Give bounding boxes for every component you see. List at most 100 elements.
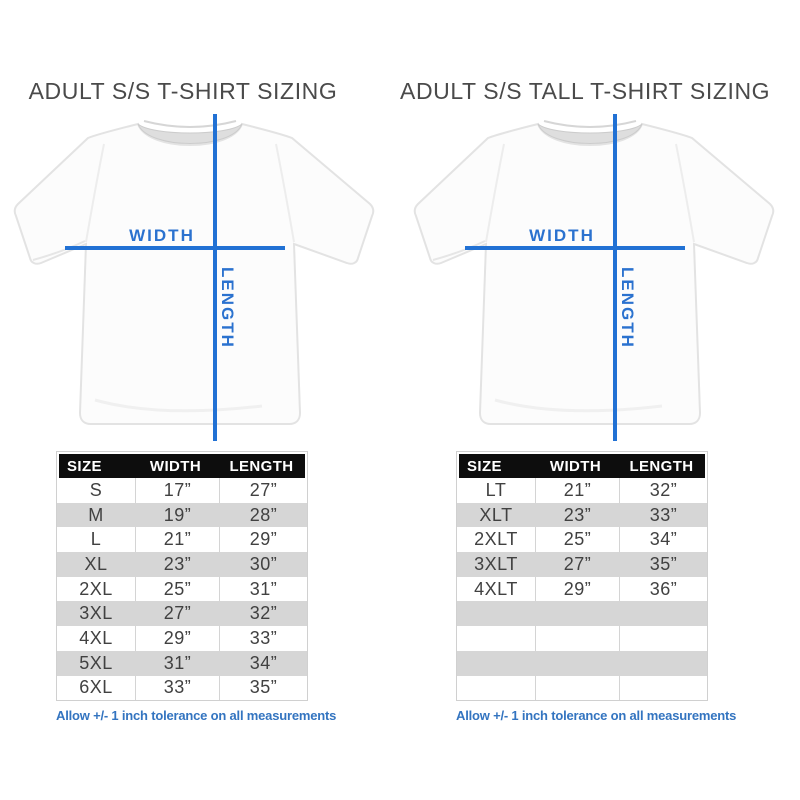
table-cell bbox=[620, 601, 707, 626]
table-cell: 35” bbox=[249, 677, 278, 698]
table-cell: 21” bbox=[535, 478, 620, 503]
table-cell bbox=[457, 601, 535, 626]
column-header-length: LENGTH bbox=[229, 457, 294, 475]
table-cell bbox=[457, 651, 535, 676]
table-header-row: SIZE WIDTH LENGTH bbox=[59, 454, 305, 478]
table-cell bbox=[620, 676, 707, 701]
page-title: ADULT S/S TALL T-SHIRT SIZING bbox=[400, 78, 771, 104]
hem-crease bbox=[94, 398, 263, 413]
column-header-size: SIZE bbox=[467, 457, 502, 475]
table-cell: 30” bbox=[249, 553, 278, 574]
table-cell: XLT bbox=[479, 504, 513, 525]
right-sleeve-seam bbox=[275, 143, 295, 243]
table-row: L 21” 29” bbox=[57, 527, 307, 553]
panel-adult-regular: ADULT S/S T-SHIRT SIZING WIDTH LENGTH SI… bbox=[13, 78, 375, 723]
table-row bbox=[457, 650, 707, 676]
table-cell: 29” bbox=[535, 576, 620, 602]
table-row: 2XLT 25” 34” bbox=[457, 527, 707, 553]
table-cell: 4XL bbox=[79, 627, 113, 648]
collar-back-seam bbox=[543, 120, 637, 128]
panel-adult-tall: ADULT S/S TALL T-SHIRT SIZING WIDTH LENG… bbox=[400, 0, 800, 800]
tolerance-note: Allow +/- 1 inch tolerance on all measur… bbox=[56, 708, 337, 723]
tshirt-diagram: WIDTH LENGTH bbox=[13, 114, 375, 441]
table-cell: 19” bbox=[163, 504, 192, 525]
table-cell: 29” bbox=[249, 529, 278, 550]
table-cell: 4XLT bbox=[474, 578, 518, 599]
tshirt-illustration bbox=[13, 120, 375, 425]
table-cell: 27” bbox=[563, 553, 592, 574]
table-cell: 29” bbox=[135, 626, 220, 651]
table-cell bbox=[535, 675, 620, 701]
table-cell: 31” bbox=[249, 578, 278, 599]
table-row: LT 21” 32” bbox=[457, 478, 707, 503]
tshirt-illustration bbox=[413, 120, 775, 425]
table-cell: 23” bbox=[563, 504, 592, 525]
table-cell bbox=[620, 626, 707, 651]
page-title: ADULT S/S T-SHIRT SIZING bbox=[28, 78, 338, 104]
table-cell: LT bbox=[485, 479, 507, 500]
table-cell: 21” bbox=[135, 527, 220, 553]
table-cell: 34” bbox=[249, 652, 278, 673]
size-table: SIZE WIDTH LENGTH S 17” 27” M 19” 28” L 21” 29” X… bbox=[56, 451, 308, 702]
length-label: LENGTH bbox=[618, 267, 637, 349]
table-cell: 27” bbox=[163, 603, 192, 624]
table-cell: 34” bbox=[649, 529, 678, 550]
left-sleeve-seam bbox=[85, 143, 105, 243]
table-cell bbox=[535, 601, 620, 626]
right-sleeve-seam bbox=[675, 143, 695, 243]
table-body: S 17” 27” M 19” 28” L 21” 29” XL 23” 30” 2XL 25” 31” 3X… bbox=[57, 478, 307, 701]
table-cell: 33” bbox=[649, 504, 678, 525]
column-header-width: WIDTH bbox=[549, 457, 602, 475]
table-cell bbox=[620, 651, 707, 676]
table-cell: 33” bbox=[135, 675, 220, 701]
table-cell bbox=[535, 626, 620, 651]
tshirt-body bbox=[13, 122, 375, 425]
table-row: XLT 23” 33” bbox=[457, 502, 707, 528]
table-cell: 6XL bbox=[79, 677, 113, 698]
left-sleeve-seam bbox=[485, 143, 505, 243]
collar-back-seam bbox=[143, 120, 237, 128]
column-header-width: WIDTH bbox=[149, 457, 202, 475]
table-cell: S bbox=[89, 479, 103, 500]
table-cell: 17” bbox=[135, 478, 220, 503]
hem-crease bbox=[494, 398, 663, 413]
table-row: 6XL 33” 35” bbox=[57, 675, 307, 701]
table-cell bbox=[457, 676, 535, 701]
column-header-size: SIZE bbox=[67, 457, 102, 475]
table-row bbox=[457, 675, 707, 701]
size-table: SIZE WIDTH LENGTH LT 21” 32” XLT 23” 33” 2XLT 2… bbox=[456, 451, 708, 702]
width-label: WIDTH bbox=[129, 226, 195, 245]
table-row bbox=[457, 601, 707, 627]
width-label: WIDTH bbox=[529, 226, 595, 245]
table-cell: 36” bbox=[649, 578, 678, 599]
column-header-length: LENGTH bbox=[629, 457, 694, 475]
table-body: LT 21” 32” XLT 23” 33” 2XLT 25” 34” 3XLT 27” 35” 4XL… bbox=[457, 478, 707, 701]
table-row: XL 23” 30” bbox=[57, 552, 307, 577]
table-cell: 2XL bbox=[79, 578, 113, 599]
table-row: 3XL 27” 32” bbox=[57, 601, 307, 627]
table-cell: 33” bbox=[249, 627, 278, 648]
table-cell: 35” bbox=[649, 553, 678, 574]
table-cell: XL bbox=[84, 553, 108, 574]
table-cell: 23” bbox=[163, 553, 192, 574]
table-row: 2XL 25” 31” bbox=[57, 576, 307, 602]
tshirt-body bbox=[413, 122, 775, 425]
table-cell: 28” bbox=[249, 504, 278, 525]
tshirt-diagram: WIDTH LENGTH bbox=[413, 114, 775, 441]
table-row: M 19” 28” bbox=[57, 502, 307, 528]
table-row: 3XLT 27” 35” bbox=[457, 552, 707, 577]
table-cell: 3XLT bbox=[474, 553, 518, 574]
table-cell: L bbox=[90, 529, 102, 550]
table-row: 4XL 29” 33” bbox=[57, 626, 307, 651]
table-cell: 2XLT bbox=[474, 529, 518, 550]
table-row bbox=[457, 626, 707, 651]
table-row: S 17” 27” bbox=[57, 478, 307, 503]
length-label: LENGTH bbox=[218, 267, 237, 349]
table-cell: 27” bbox=[249, 479, 278, 500]
table-header-row: SIZE WIDTH LENGTH bbox=[459, 454, 705, 478]
table-cell: 5XL bbox=[79, 652, 113, 673]
table-cell: 31” bbox=[163, 652, 192, 673]
sleeve-shadow bbox=[32, 240, 86, 261]
table-row: 4XLT 29” 36” bbox=[457, 576, 707, 602]
tolerance-note: Allow +/- 1 inch tolerance on all measur… bbox=[456, 708, 737, 723]
